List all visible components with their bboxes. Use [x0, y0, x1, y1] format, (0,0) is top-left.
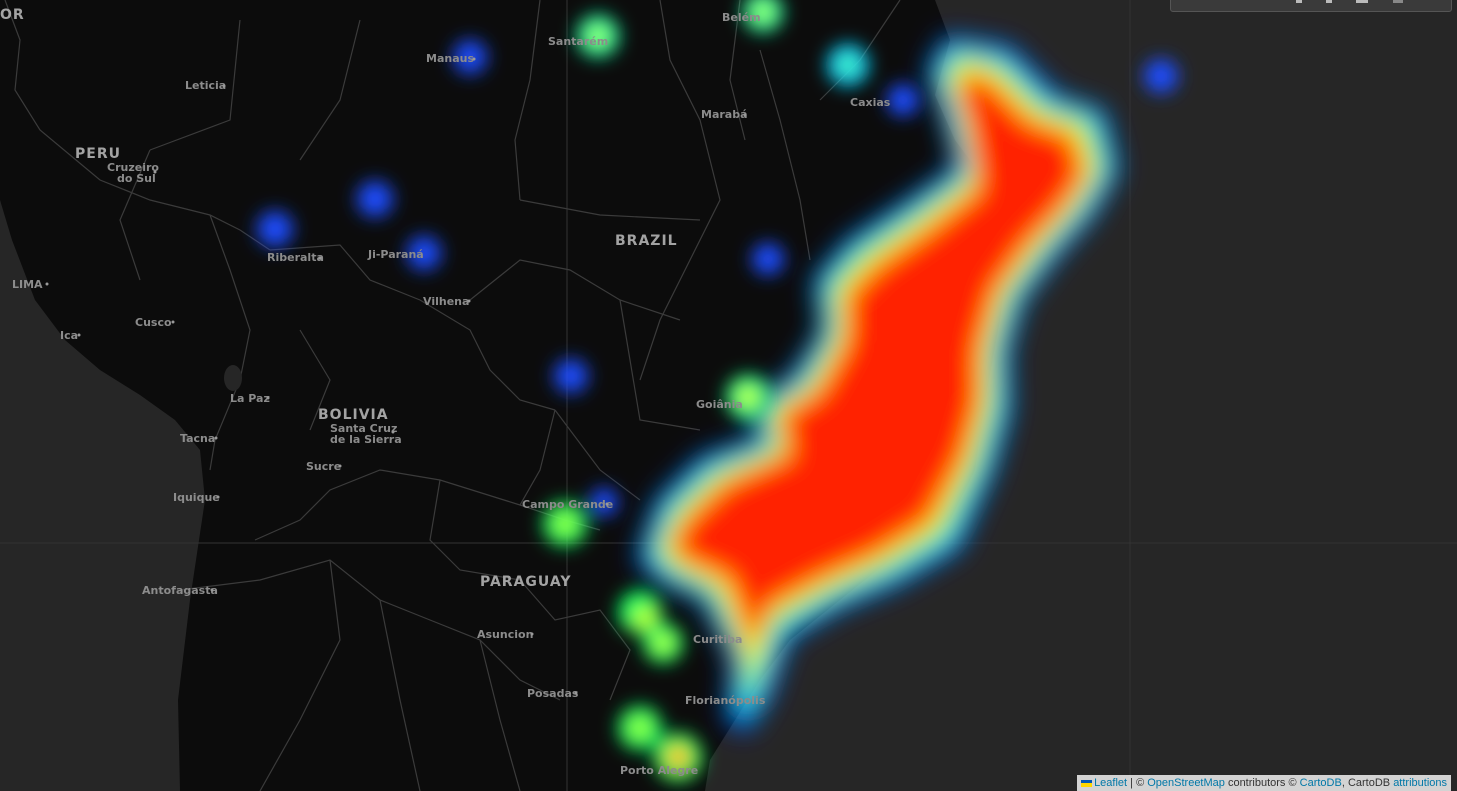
labels-layer: OR PERU BRAZIL BOLIVIA PARAGUAY Manaus S… [0, 7, 891, 777]
city-label-santarem: Santarém [548, 35, 608, 48]
attribution-contributors: contributors © [1224, 777, 1300, 789]
cartodb-link[interactable]: CartoDB [1299, 777, 1342, 789]
map-attribution: Leaflet | © OpenStreetMap contributors ©… [1077, 775, 1451, 791]
city-label-leticia: Leticia [185, 79, 226, 92]
city-label-porto-alegre: Porto Alegre [620, 764, 698, 777]
heat-spot-acre [357, 181, 393, 217]
heat-spot-ji-parana [407, 236, 441, 270]
city-label-de-la-sierra: de la Sierra [330, 433, 402, 446]
toolbar-icon-1[interactable] [1296, 0, 1302, 3]
city-label-sucre: Sucre [306, 460, 341, 473]
city-label-belem: Belém [722, 11, 761, 24]
city-label-maraba: Marabá [701, 108, 748, 121]
city-label-riberalta: Riberalta [267, 251, 324, 264]
city-label-vilhena: Vilhena [423, 295, 469, 308]
city-label-lima: LIMA [12, 278, 43, 291]
city-label-goiania: Goiânia [696, 398, 743, 411]
city-label-cruzeiro: Cruzeiro [107, 161, 159, 174]
city-label-posadas: Posadas [527, 687, 579, 700]
lake-titicaca [224, 365, 242, 391]
country-label-paraguay: PARAGUAY [480, 574, 572, 590]
city-label-ji-parana: Ji-Paraná [367, 248, 424, 261]
heat-main-red [670, 72, 1086, 650]
attributions-link[interactable]: attributions [1393, 777, 1447, 789]
city-label-do-sul: do Sul [117, 172, 156, 185]
heat-spot-ocean [1144, 59, 1178, 93]
toolbar-icon-3[interactable] [1356, 0, 1368, 3]
country-label-peru: PERU [75, 146, 121, 162]
heat-spot-tocantins [752, 243, 784, 275]
city-label-cusco: Cusco [135, 316, 172, 329]
city-label-asuncion: Asuncion [477, 628, 533, 641]
city-label-manaus: Manaus [426, 52, 474, 65]
city-label-antofagasta: Antofagasta [142, 584, 218, 597]
heat-spot-campo-grande-n [590, 488, 618, 516]
map-toolbar[interactable] [1170, 0, 1452, 12]
toolbar-icon-4[interactable] [1393, 0, 1403, 3]
heatmap-layer [257, 0, 1178, 781]
city-label-florianopolis: Florianópolis [685, 694, 766, 707]
city-label-tacna: Tacna [180, 432, 215, 445]
attribution-separator: | © [1127, 777, 1148, 789]
city-label-la-paz: La Paz [230, 392, 270, 405]
borders [4, 0, 901, 791]
city-label-campo-grande: Campo Grande [522, 498, 613, 511]
country-label-bolivia: BOLIVIA [318, 407, 389, 423]
heat-spot-manaus [453, 40, 487, 74]
attribution-cartodb-text: , CartoDB [1341, 777, 1394, 789]
country-label-ecuador: OR [0, 7, 25, 23]
city-label-iquique: Iquique [173, 491, 220, 504]
city-label-caxias: Caxias [850, 96, 891, 109]
heat-spot-cuiaba [554, 359, 588, 393]
openstreetmap-link[interactable]: OpenStreetMap [1147, 777, 1225, 789]
ukraine-flag-icon [1081, 779, 1093, 787]
city-label-curitiba: Curitiba [693, 633, 742, 646]
heat-spot-caxias [887, 84, 919, 116]
city-label-santa-cruz: Santa Cruz [330, 422, 397, 435]
city-label-ica: Ica [60, 329, 78, 342]
heat-spot-riberalta [257, 211, 293, 247]
toolbar-icon-2[interactable] [1326, 0, 1332, 3]
leaflet-link[interactable]: Leaflet [1094, 777, 1128, 789]
country-label-brazil: BRAZIL [615, 233, 678, 249]
